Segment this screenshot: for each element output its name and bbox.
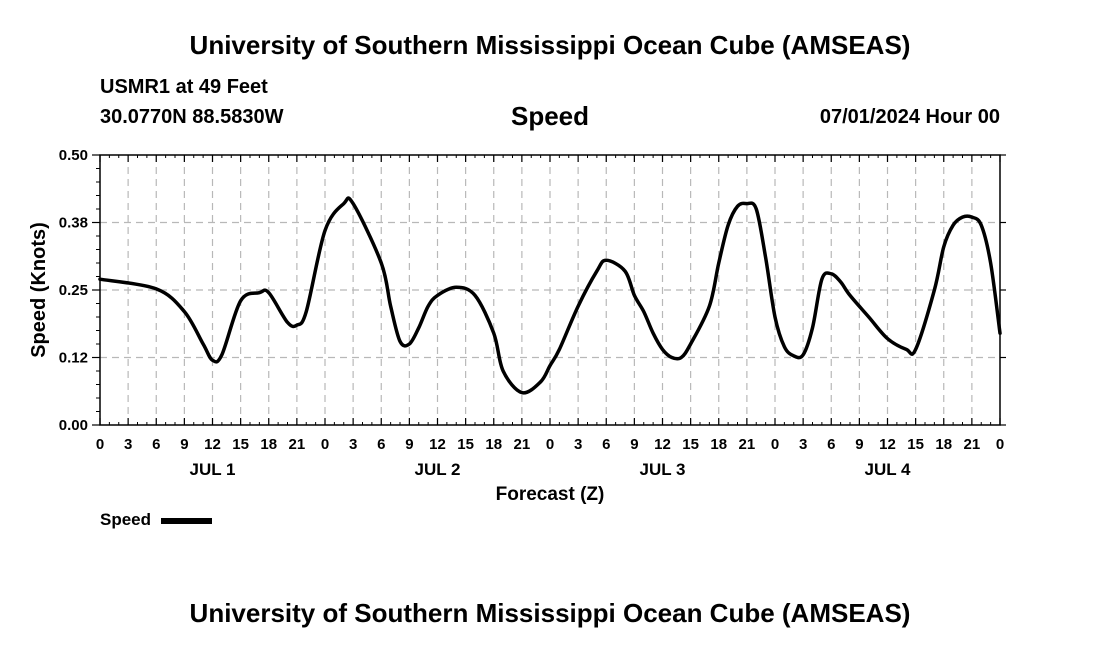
x-tick-label: 6 <box>827 436 835 453</box>
y-tick-label: 0.00 <box>59 417 88 434</box>
x-tick-label: 21 <box>964 436 981 453</box>
speed-series-line <box>98 196 1002 395</box>
x-tick-label: 9 <box>630 436 638 453</box>
x-tick-label: 18 <box>710 436 727 453</box>
x-tick-label: 0 <box>321 436 329 453</box>
station-label: USMR1 at 49 Feet <box>100 76 268 98</box>
x-tick-label: 12 <box>429 436 446 453</box>
day-label: JUL 4 <box>865 460 912 479</box>
chart-title-top: University of Southern Mississippi Ocean… <box>189 30 911 60</box>
x-tick-label: 6 <box>602 436 610 453</box>
axis-labels: 0 3 6 9 12 15 18 21 0 3 6 9 12 15 18 21 0 3 6 9 12 15 18 21 0 3 6 9… <box>59 147 1004 479</box>
y-axis-label: Speed (Knots) <box>28 222 50 358</box>
x-tick-label: 0 <box>771 436 779 453</box>
x-tick-label: 12 <box>879 436 896 453</box>
grid <box>100 155 1000 425</box>
x-axis-label: Forecast (Z) <box>496 484 605 505</box>
day-label: JUL 3 <box>640 460 686 479</box>
x-tick-label: 18 <box>485 436 502 453</box>
y-tick-label: 0.12 <box>59 350 88 367</box>
y-tick-label: 0.38 <box>59 215 88 232</box>
x-tick-label: 9 <box>855 436 863 453</box>
x-tick-label: 12 <box>654 436 671 453</box>
day-label: JUL 1 <box>190 460 236 479</box>
x-tick-label: 21 <box>739 436 756 453</box>
x-tick-label: 18 <box>260 436 277 453</box>
x-tick-label: 3 <box>349 436 357 453</box>
x-tick-label: 12 <box>204 436 221 453</box>
x-tick-label: 6 <box>152 436 160 453</box>
x-tick-label: 21 <box>289 436 306 453</box>
x-tick-label: 3 <box>574 436 582 453</box>
day-label: JUL 2 <box>415 460 461 479</box>
x-tick-label: 15 <box>232 436 249 453</box>
chart-title-bottom: University of Southern Mississippi Ocean… <box>189 598 911 628</box>
x-tick-label: 0 <box>96 436 104 453</box>
x-tick-label: 3 <box>124 436 132 453</box>
y-tick-label: 0.50 <box>59 147 88 164</box>
x-tick-label: 18 <box>935 436 952 453</box>
x-tick-label: 6 <box>377 436 385 453</box>
x-tick-label: 0 <box>546 436 554 453</box>
plot-frame <box>99 154 1001 426</box>
coordinates-label: 30.0770N 88.5830W <box>100 106 284 128</box>
forecast-date-label: 07/01/2024 Hour 00 <box>819 106 1000 128</box>
x-tick-label: 15 <box>457 436 474 453</box>
x-tick-label: 15 <box>907 436 924 453</box>
x-tick-label: 9 <box>405 436 413 453</box>
x-tick-label: 15 <box>682 436 699 453</box>
x-tick-label: 0 <box>996 436 1004 453</box>
x-tick-label: 3 <box>799 436 807 453</box>
plot-title: Speed <box>511 101 589 131</box>
x-tick-label: 21 <box>514 436 531 453</box>
legend-label: Speed <box>100 510 151 529</box>
y-tick-label: 0.25 <box>59 282 88 299</box>
x-tick-label: 9 <box>180 436 188 453</box>
